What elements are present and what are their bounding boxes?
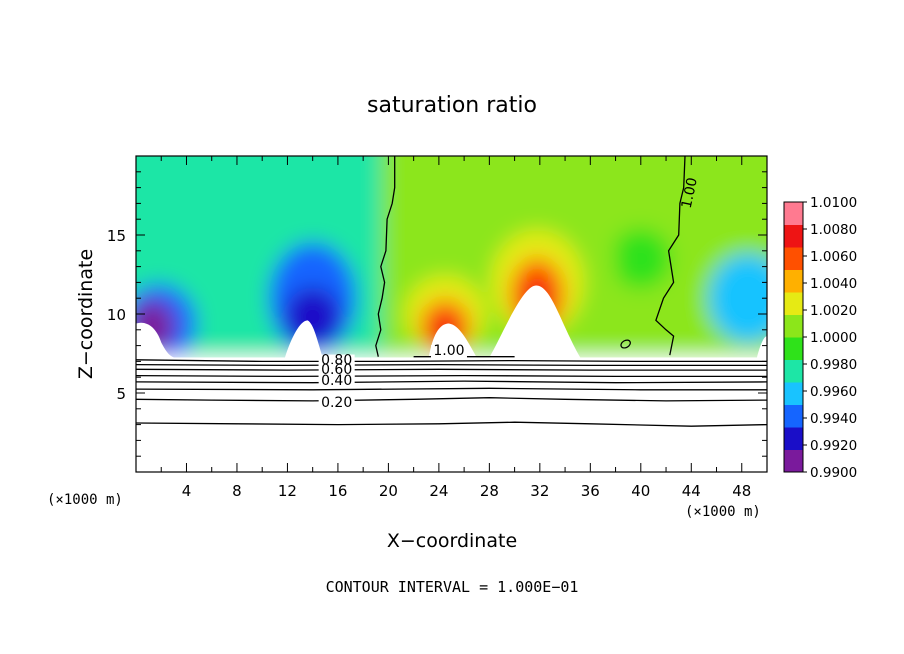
colorbar-tick-label-1: 1.0080 [810, 222, 857, 238]
contour-label-bg-1 [430, 345, 467, 359]
x-unit-right: (×1000 m) [685, 504, 761, 520]
contour-label-5: 0.20 [321, 395, 352, 411]
field-right-teal [610, 228, 671, 289]
chart-title: saturation ratio [367, 93, 537, 118]
y-tick-label-15: 15 [107, 227, 126, 245]
colorbar-swatch-10 [784, 224, 803, 248]
unsaturated-bump-b [489, 285, 581, 358]
colorbar-tick-label-3: 1.0040 [810, 276, 857, 292]
colorbar-tick-label-2: 1.0060 [810, 249, 857, 265]
field-right-cyan [708, 253, 767, 344]
x-tick-label-24: 24 [429, 482, 448, 500]
x-tick-label-16: 16 [328, 482, 347, 500]
x-tick-label-32: 32 [530, 482, 549, 500]
contour-line-0-30-8 [136, 387, 767, 391]
contour-line-0-80-3 [136, 359, 767, 363]
unsaturated-bump-right [756, 336, 767, 358]
y-axis-label: Z−coordinate [75, 249, 97, 379]
saturation-field [136, 156, 767, 472]
contour-line-0-40-7 [136, 380, 767, 384]
y-tick-label-10: 10 [107, 306, 126, 324]
colorbar-tick-label-0: 1.0100 [810, 195, 857, 211]
x-tick-label-8: 8 [232, 482, 242, 500]
x-tick-label-28: 28 [480, 482, 499, 500]
colorbar-tick-label-4: 1.0020 [810, 303, 857, 319]
unsaturated-bump-left [136, 322, 174, 358]
colorbar-swatch-7 [784, 292, 803, 315]
colorbar-tick-label-9: 0.9920 [810, 438, 857, 454]
contour-line-0-70-4 [136, 363, 767, 367]
y-tick-label-5: 5 [116, 385, 126, 403]
contour-label-1: 1.00 [433, 343, 464, 359]
contour-label-bg-5 [318, 397, 355, 411]
x-tick-label-12: 12 [278, 482, 297, 500]
contour-line-0-10-10 [136, 421, 767, 427]
colorbar-swatch-1 [784, 427, 803, 450]
contour-label-bg-4 [318, 375, 355, 389]
contour-label-bg-3 [318, 364, 355, 378]
colorbar-swatch-11 [784, 202, 803, 225]
contour-labels: 1.001.000.800.600.400.20 [318, 176, 701, 411]
x-tick-label-40: 40 [631, 482, 650, 500]
colorbar-tick-label-7: 0.9960 [810, 384, 857, 400]
contour-label-4: 0.40 [321, 373, 352, 389]
colorbar-swatch-5 [784, 337, 803, 360]
contour-line-1-00-0 [375, 156, 396, 357]
contour-label-3: 0.60 [321, 362, 352, 378]
lower-layer [136, 357, 767, 472]
x-tick-label-36: 36 [581, 482, 600, 500]
contour-line-0-20-9 [136, 397, 767, 402]
contour-lines [136, 156, 767, 427]
colorbar-swatch-9 [784, 247, 803, 270]
x-tick-label-48: 48 [732, 482, 751, 500]
colorbar: 1.0100 1.0080 1.0060 1.0040 1.0020 1.0000 0.99… [783, 195, 857, 481]
colorbar-swatch-0 [784, 449, 803, 473]
x-axis-label: X−coordinate [387, 530, 517, 552]
colorbar-swatch-8 [784, 269, 803, 293]
colorbar-tick-label-5: 1.0000 [810, 330, 857, 346]
colorbar-tick-label-10: 0.9900 [810, 465, 857, 481]
y-axis: 5 10 15 [107, 171, 767, 457]
contour-line-1-00-1 [655, 156, 686, 356]
x-tick-label-20: 20 [379, 482, 398, 500]
colorbar-tick-label-6: 0.9980 [810, 357, 857, 373]
x-tick-label-44: 44 [682, 482, 701, 500]
contour-interval-note: CONTOUR INTERVAL = 1.000E−01 [326, 578, 579, 596]
contour-closed-loop [620, 339, 631, 349]
colorbar-swatch-4 [784, 359, 803, 383]
colorbar-swatch-2 [784, 404, 803, 428]
colorbar-swatch-6 [784, 314, 803, 338]
x-unit-left: (×1000 m) [47, 492, 123, 508]
contour-line-0-60-5 [136, 368, 767, 371]
x-tick-label-4: 4 [182, 482, 192, 500]
colorbar-swatch-3 [784, 382, 803, 405]
colorbar-tick-label-8: 0.9940 [810, 411, 857, 427]
contour-label-0: 1.00 [679, 176, 701, 210]
x-axis: 4 8 12 16 20 24 28 32 36 40 44 48 [160, 156, 751, 500]
contour-line-0-50-6 [136, 374, 767, 378]
unsaturated-bump-mid [284, 320, 323, 358]
